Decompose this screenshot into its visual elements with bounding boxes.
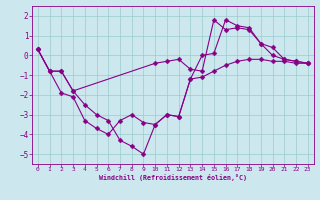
X-axis label: Windchill (Refroidissement éolien,°C): Windchill (Refroidissement éolien,°C)	[99, 174, 247, 181]
